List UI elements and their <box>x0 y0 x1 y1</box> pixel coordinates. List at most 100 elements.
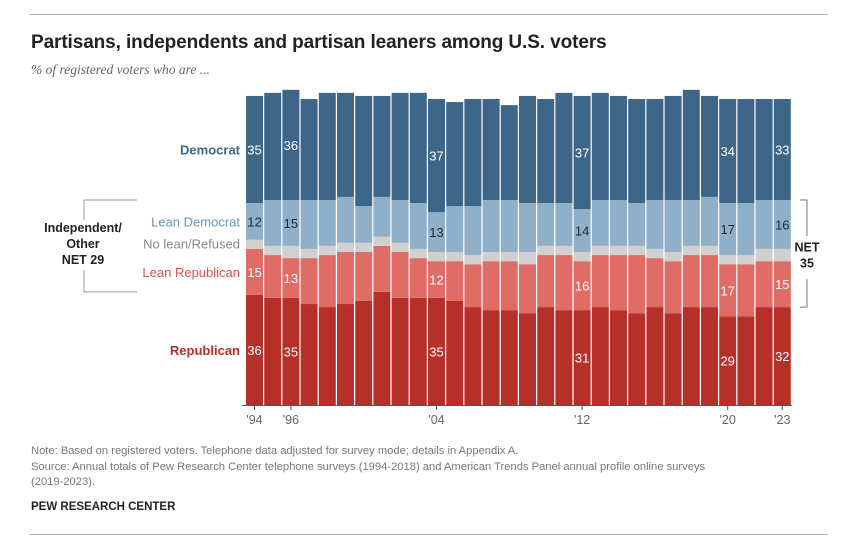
bar-lean-republican-2010 <box>537 255 555 308</box>
bar-democrat-2021 <box>737 99 755 204</box>
bar-democrat-2011 <box>555 92 573 204</box>
data-label-lean-democrat-2012: 14 <box>575 224 589 239</box>
bar-no-lean-refused-2000 <box>355 242 373 252</box>
bar-republican-1997 <box>300 304 318 405</box>
data-label-lean-republican-1994: 15 <box>247 265 261 280</box>
right-group-label-0: NET <box>795 241 820 255</box>
data-label-democrat-2012: 37 <box>575 146 589 161</box>
bar-no-lean-refused-2018 <box>682 245 700 256</box>
bar-lean-republican-2004 <box>428 261 445 298</box>
bar-democrat-2016 <box>646 99 664 200</box>
data-label-lean-republican-2012: 16 <box>575 279 589 294</box>
bar-no-lean-refused-2020 <box>719 255 737 265</box>
chart-title: Partisans, independents and partisan lea… <box>31 32 607 53</box>
bar-republican-2008 <box>500 310 518 405</box>
bar-lean-republican-2023 <box>773 261 791 308</box>
bar-lean-democrat-2011 <box>555 203 573 246</box>
data-label-democrat-2020: 34 <box>720 144 734 159</box>
bar-democrat-2015 <box>628 99 646 204</box>
bar-lean-democrat-1998 <box>318 199 336 246</box>
data-label-lean-republican-1996: 13 <box>284 271 298 286</box>
bar-republican-2015 <box>628 313 646 405</box>
bar-lean-democrat-2021 <box>737 203 755 256</box>
left-group-label-1: Other <box>66 237 99 251</box>
bar-no-lean-refused-2016 <box>646 248 664 259</box>
bar-lean-democrat-2002 <box>391 199 409 243</box>
bar-democrat-2009 <box>519 95 536 204</box>
bar-lean-republican-2019 <box>701 255 718 308</box>
bar-democrat-1999 <box>337 92 354 197</box>
bar-lean-republican-2022 <box>755 261 773 308</box>
bar-republican-2014 <box>610 310 627 405</box>
bar-no-lean-refused-2001 <box>373 236 391 246</box>
bar-no-lean-refused-2015 <box>628 245 646 256</box>
bar-republican-2018 <box>682 307 700 405</box>
bar-democrat-2019 <box>701 95 718 197</box>
bar-democrat-2023 <box>773 99 791 200</box>
data-label-republican-2023: 32 <box>775 349 789 364</box>
left-bracket-bottom <box>83 269 137 293</box>
bar-no-lean-refused-2017 <box>664 252 682 262</box>
bar-lean-republican-2012 <box>573 261 591 311</box>
bar-lean-republican-2009 <box>519 264 536 314</box>
bottom-rule <box>30 534 828 535</box>
bar-republican-2002 <box>391 297 409 405</box>
bar-republican-2016 <box>646 307 664 405</box>
source-text-line2: (2019-2023). <box>31 476 96 488</box>
bar-lean-republican-2020 <box>719 264 737 317</box>
brand-name: PEW RESEARCH CENTER <box>31 501 176 513</box>
bar-lean-republican-2008 <box>500 261 518 311</box>
bar-no-lean-refused-2008 <box>500 252 518 262</box>
bar-lean-republican-2005 <box>446 261 464 301</box>
bar-democrat-1995 <box>264 92 282 200</box>
bar-republican-2010 <box>537 307 555 405</box>
legend-label-no-lean-refused: No lean/Refused <box>143 236 240 251</box>
bar-lean-democrat-2008 <box>500 199 518 252</box>
bar-republican-2009 <box>519 313 536 405</box>
bar-democrat-2012 <box>573 95 591 210</box>
bar-lean-democrat-2012 <box>573 209 591 252</box>
data-label-lean-republican-2020: 17 <box>720 283 734 298</box>
bar-lean-republican-1997 <box>300 258 318 305</box>
bar-lean-democrat-2007 <box>482 199 500 252</box>
bar-no-lean-refused-2021 <box>737 255 755 265</box>
data-label-republican-1996: 35 <box>284 344 298 359</box>
bar-republican-2003 <box>409 297 427 405</box>
bar-lean-democrat-2015 <box>628 203 646 246</box>
bar-lean-democrat-2013 <box>591 199 609 246</box>
bar-no-lean-refused-2013 <box>591 245 609 256</box>
x-tick-label-2020: '20 <box>720 413 736 427</box>
bar-lean-democrat-2016 <box>646 199 664 249</box>
bar-no-lean-refused-2003 <box>409 248 427 259</box>
bar-lean-republican-2015 <box>628 255 646 314</box>
bar-no-lean-refused-2012 <box>573 252 591 262</box>
bar-no-lean-refused-1998 <box>318 245 336 256</box>
bar-democrat-2017 <box>664 95 682 200</box>
bar-no-lean-refused-2022 <box>755 248 773 262</box>
bar-republican-2020 <box>719 316 737 405</box>
bar-democrat-2010 <box>537 99 555 204</box>
bar-lean-republican-2011 <box>555 255 573 311</box>
bar-lean-democrat-2023 <box>773 199 791 249</box>
left-bracket-top <box>83 199 137 221</box>
bar-no-lean-refused-1996 <box>282 245 300 259</box>
chart-subtitle: % of registered voters who are ... <box>31 62 210 77</box>
bar-democrat-2007 <box>482 99 500 200</box>
bar-republican-1995 <box>264 297 282 405</box>
bar-democrat-2000 <box>355 95 373 207</box>
x-tick-label-1994: '94 <box>246 413 262 427</box>
bar-lean-republican-2021 <box>737 264 755 317</box>
stacked-bar-chart: '94 '96 '04 '12 '20 '23 35 12 15 36 36 15 13 35 37 13 12… <box>44 89 820 427</box>
x-tick-label-1996: '96 <box>283 413 299 427</box>
bar-lean-democrat-2004 <box>428 212 445 252</box>
bar-no-lean-refused-2002 <box>391 242 409 252</box>
bar-lean-democrat-2019 <box>701 196 718 246</box>
bar-lean-democrat-2017 <box>664 199 682 252</box>
bar-lean-democrat-1995 <box>264 199 282 246</box>
bar-lean-republican-2003 <box>409 258 427 298</box>
bar-republican-1994 <box>246 294 263 405</box>
right-bracket-top <box>800 199 808 236</box>
bar-lean-democrat-1994 <box>246 203 263 240</box>
legend-label-democrat: Democrat <box>180 142 241 157</box>
bar-republican-2012 <box>573 310 591 405</box>
